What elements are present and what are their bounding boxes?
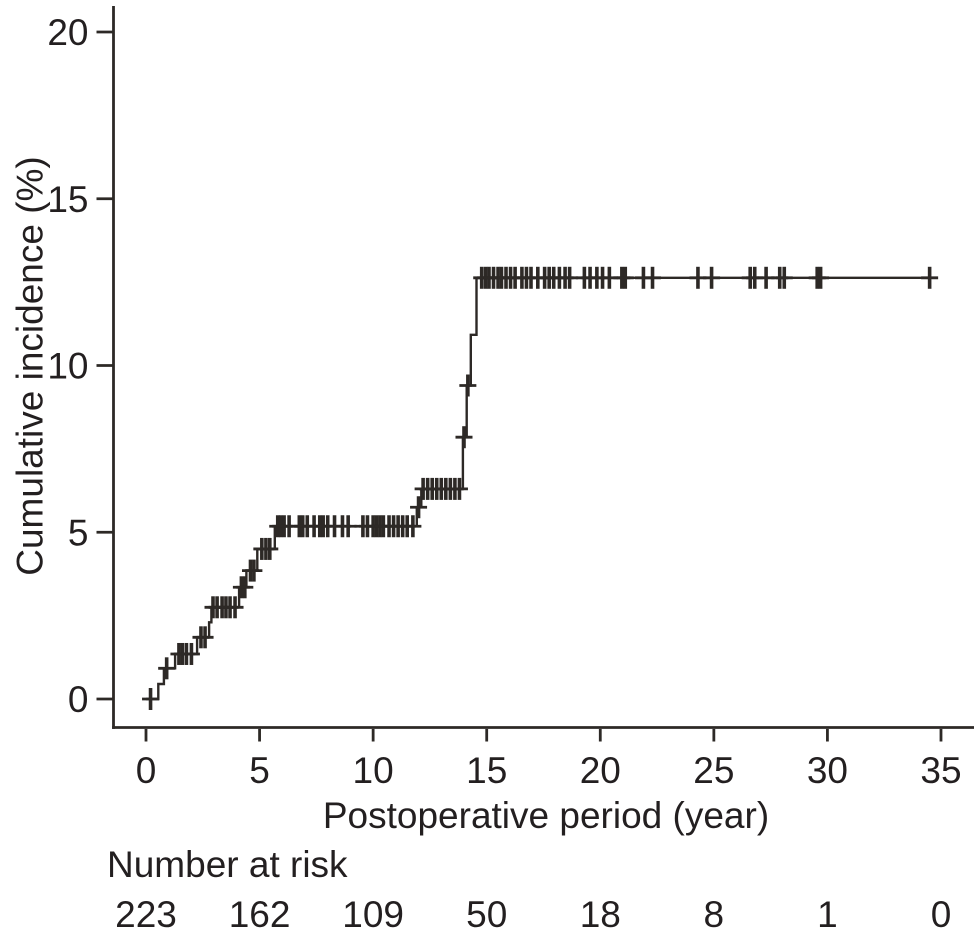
incidence-curve [146,276,933,701]
number-at-risk-label: Number at risk [107,844,348,885]
x-axis-title: Postoperative period (year) [322,795,770,836]
x-tick-label: 15 [466,750,507,791]
x-tick-label: 25 [693,750,734,791]
x-tick-label: 35 [920,750,961,791]
y-tick-label: 20 [47,12,88,53]
risk-count-year-5: 162 [228,894,291,935]
x-tick-label: 0 [136,750,157,791]
risk-count-year-15: 50 [466,894,508,935]
risk-count-year-30: 1 [817,894,838,935]
y-tick-label: 10 [47,346,88,387]
number-at-risk-row: 223 162 109 50 18 8 1 0 [0,896,978,936]
risk-count-year-35: 0 [930,894,952,935]
risk-count-year-10: 109 [342,894,404,935]
x-tick-label: 30 [807,750,848,791]
y-tick-label: 15 [47,179,88,220]
y-tick-label: 0 [68,679,89,720]
y-axis-title: Cumulative incidence (%) [9,156,51,576]
x-tick-label: 20 [580,750,621,791]
axes: 0 5 10 15 20 0 5 10 15 20 25 30 35 [47,6,974,791]
risk-count-year-25: 8 [703,894,725,935]
risk-count-year-0: 223 [115,894,177,935]
x-tick-label: 10 [353,750,394,791]
censor-marks [142,266,939,710]
risk-count-year-20: 18 [579,894,621,935]
y-tick-label: 5 [68,512,89,553]
x-tick-label: 5 [249,750,270,791]
